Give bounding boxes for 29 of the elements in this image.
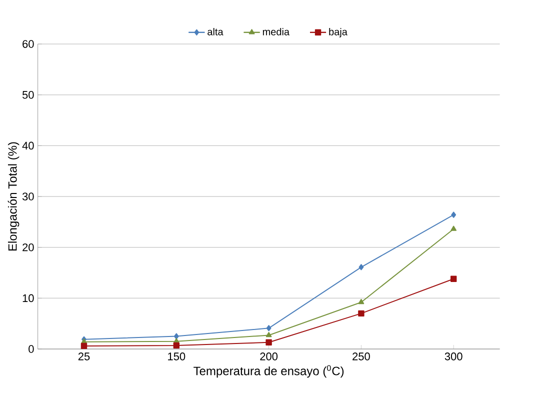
point: [358, 264, 364, 270]
legend-label: media: [262, 28, 290, 36]
y-tick-label: 30: [22, 192, 34, 200]
y-tick-label: 10: [22, 294, 34, 302]
point: [451, 212, 456, 218]
y-axis-title: Elongación Total (%): [8, 142, 20, 251]
y-tick-label: 50: [22, 90, 34, 99]
x-tick-label: 250: [352, 352, 370, 360]
point: [358, 310, 364, 317]
x-tick-label: 150: [168, 352, 186, 360]
legend-label: alta: [208, 28, 224, 36]
y-tick-label: 40: [22, 142, 34, 150]
legend-label: baja: [329, 28, 348, 38]
x-tick-label: 25: [78, 352, 90, 360]
point: [450, 226, 457, 231]
y-tick-label: 20: [22, 243, 34, 252]
point: [266, 332, 272, 338]
y-tick-label: 0: [28, 345, 34, 353]
point: [80, 342, 88, 350]
x-tick-label: 300: [444, 352, 462, 360]
point: [266, 325, 272, 332]
y-tick-label: 60: [22, 40, 34, 48]
point: [358, 298, 364, 304]
x-axis-title: Temperatura de ensayo ($^{0}$C): [194, 365, 344, 378]
x-tick-label: 200: [260, 352, 278, 360]
point: [450, 276, 457, 282]
point: [266, 339, 272, 346]
point: [174, 333, 179, 340]
point: [173, 342, 180, 349]
